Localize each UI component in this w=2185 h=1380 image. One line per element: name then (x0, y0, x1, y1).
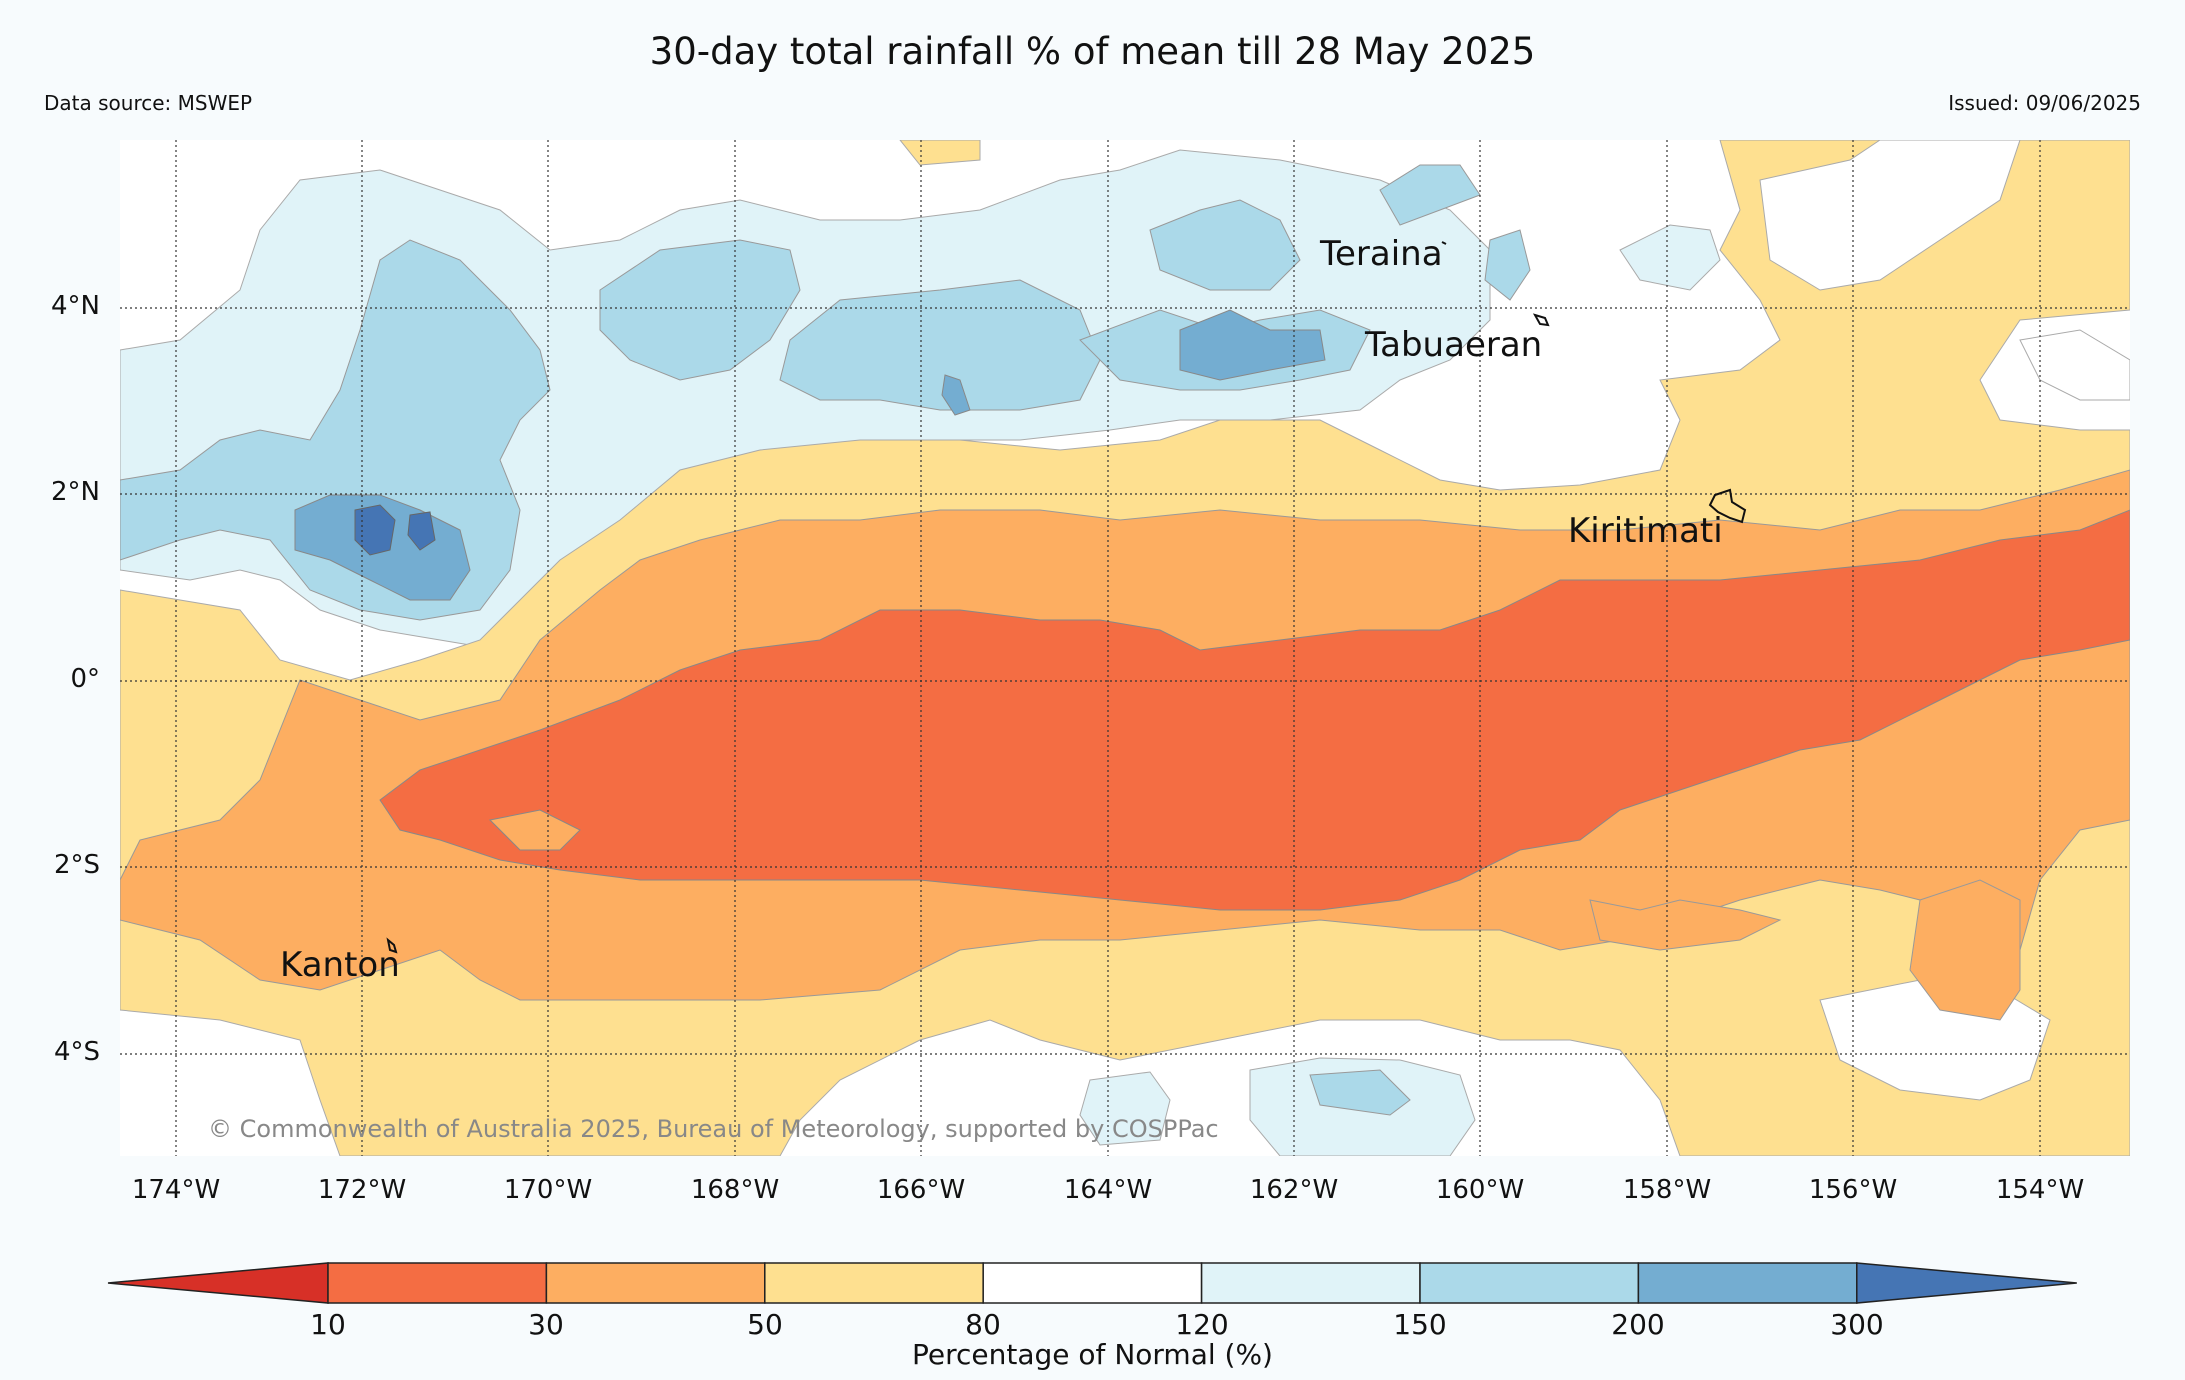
mid-blue-region-small (941, 374, 971, 416)
white-hole-ne (1759, 140, 2021, 291)
copyright-notice: © Commonwealth of Australia 2025, Bureau… (208, 1115, 1219, 1143)
orange-patch-in-red (488, 809, 581, 851)
legend-segment-30-50 (545, 1262, 766, 1304)
blue-region-7 (1484, 229, 1531, 301)
lon-label-174w: 174°W (131, 1175, 221, 1205)
light-blue-region-ne (1619, 224, 1721, 291)
light-blue-region-south-2 (1079, 1071, 1171, 1146)
legend-tick-50: 50 (747, 1308, 783, 1341)
place-label-tabuaeran: Tabuaeran (1364, 325, 1542, 365)
dark-blue-region-1 (354, 504, 396, 556)
place-label-teraina: Teraina (1319, 234, 1443, 274)
lon-label-154w: 154°W (1995, 1175, 2085, 1205)
place-label-kiritimati: Kiritimati (1568, 511, 1723, 551)
issued-date-label: Issued: 09/06/2025 (1948, 91, 2141, 115)
kanton-island (386, 937, 398, 954)
dark-blue-region-2 (407, 511, 436, 551)
red-orange-region-main (379, 509, 2130, 911)
legend-tick-30: 30 (528, 1308, 564, 1341)
lon-label-158w: 158°W (1622, 1175, 1712, 1205)
teraina-island (1441, 241, 1447, 245)
legend-segment-150-200 (1419, 1262, 1640, 1304)
blue-region-3 (779, 279, 1101, 411)
legend-tick-120: 120 (1175, 1308, 1229, 1341)
lat-label-0: 0° (70, 664, 100, 694)
lat-label-4s: 4°S (53, 1037, 100, 1067)
orange-region-south (1589, 899, 1782, 951)
chart-title: 30-day total rainfall % of mean till 28 … (649, 30, 1536, 73)
legend-tick-150: 150 (1393, 1308, 1447, 1341)
legend-segment-below-10 (107, 1262, 329, 1304)
place-label-kanton: Kanton (280, 945, 400, 985)
blue-region-5 (1149, 199, 1301, 291)
lon-label-166w: 166°W (876, 1175, 966, 1205)
kiritimati-island (1708, 488, 1747, 524)
lon-label-170w: 170°W (503, 1175, 593, 1205)
legend-tick-200: 200 (1611, 1308, 1665, 1341)
rainfall-map: Teraina Tabuaeran Kiritimati Kanton © Co… (120, 140, 2130, 1156)
legend-segment-above-300 (1856, 1262, 2077, 1304)
lon-label-168w: 168°W (690, 1175, 780, 1205)
lon-label-164w: 164°W (1063, 1175, 1153, 1205)
legend-tick-80: 80 (965, 1308, 1001, 1341)
legend-tick-300: 300 (1830, 1308, 1884, 1341)
legend-segment-200-300 (1637, 1262, 1858, 1304)
lat-label-2s: 2°S (53, 850, 100, 880)
legend-segment-10-30 (327, 1262, 548, 1304)
tabuaeran-island (1532, 313, 1550, 327)
legend-title: Percentage of Normal (%) (912, 1338, 1273, 1371)
legend-segment-50-80 (764, 1262, 984, 1304)
yellow-region-nw-patch (899, 140, 981, 166)
lon-label-172w: 172°W (317, 1175, 407, 1205)
data-source-label: Data source: MSWEP (44, 91, 253, 115)
lat-label-4n: 4°N (51, 291, 100, 321)
blue-region-south (1309, 1069, 1411, 1116)
graticule (120, 140, 2130, 1156)
legend-segment-80-120 (982, 1262, 1203, 1304)
legend-tick-10: 10 (310, 1308, 346, 1341)
legend-colorbar (107, 1262, 2077, 1304)
lat-label-2n: 2°N (51, 477, 100, 507)
mid-blue-region-north (1179, 309, 1326, 381)
legend-segment-120-150 (1200, 1262, 1421, 1304)
lon-label-156w: 156°W (1808, 1175, 1898, 1205)
lon-label-160w: 160°W (1435, 1175, 1525, 1205)
orange-region-se (1909, 879, 2021, 1021)
lon-label-162w: 162°W (1249, 1175, 1339, 1205)
blue-region-2 (599, 239, 801, 381)
